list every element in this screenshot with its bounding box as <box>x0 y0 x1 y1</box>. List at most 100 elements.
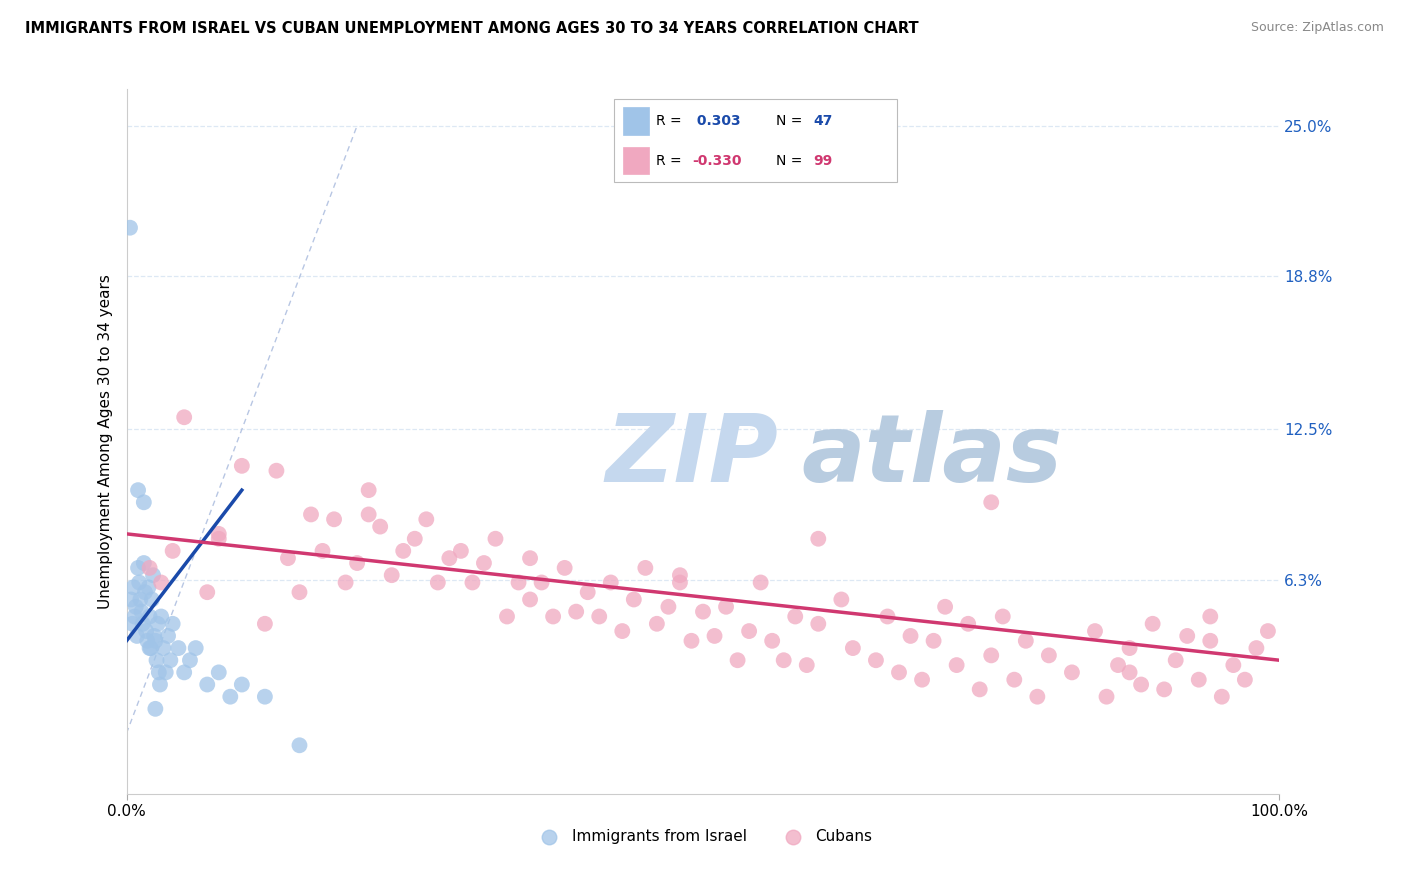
Point <box>136 633 159 648</box>
Point <box>1118 641 1140 656</box>
Point <box>208 532 231 546</box>
Point <box>472 556 495 570</box>
Point <box>830 592 852 607</box>
Text: R =: R = <box>657 153 686 168</box>
Point <box>142 568 165 582</box>
Y-axis label: Unemployment Among Ages 30 to 34 years: Unemployment Among Ages 30 to 34 years <box>97 274 112 609</box>
Point <box>439 551 461 566</box>
Point <box>1199 633 1222 648</box>
Point <box>1164 653 1187 667</box>
Point <box>484 532 506 546</box>
Point <box>738 624 761 638</box>
Point <box>132 495 155 509</box>
Point <box>277 551 299 566</box>
Point <box>1222 658 1244 673</box>
Point <box>887 665 910 680</box>
Point <box>118 220 141 235</box>
Point <box>195 677 218 691</box>
Point <box>131 605 153 619</box>
Point <box>714 599 737 614</box>
Point <box>1142 616 1164 631</box>
Text: -0.330: -0.330 <box>692 153 742 168</box>
Point <box>1060 665 1083 680</box>
Point <box>173 665 195 680</box>
Text: Source: ZipAtlas.com: Source: ZipAtlas.com <box>1250 21 1384 35</box>
Point <box>157 629 180 643</box>
Point <box>681 633 703 648</box>
Point <box>346 556 368 570</box>
Point <box>127 483 149 497</box>
Point <box>1246 641 1268 656</box>
Point <box>150 575 173 590</box>
Point <box>1002 673 1025 687</box>
Text: IMMIGRANTS FROM ISRAEL VS CUBAN UNEMPLOYMENT AMONG AGES 30 TO 34 YEARS CORRELATI: IMMIGRANTS FROM ISRAEL VS CUBAN UNEMPLOY… <box>25 21 920 37</box>
Point <box>162 544 184 558</box>
Point <box>576 585 599 599</box>
Point <box>669 575 692 590</box>
Point <box>541 609 564 624</box>
Point <box>155 665 177 680</box>
Legend: Immigrants from Israel, Cubans: Immigrants from Israel, Cubans <box>527 822 879 850</box>
Point <box>727 653 749 667</box>
Point <box>127 561 149 575</box>
Point <box>231 458 253 473</box>
Point <box>496 609 519 624</box>
Point <box>1095 690 1118 704</box>
Point <box>167 641 190 656</box>
Point <box>138 609 160 624</box>
FancyBboxPatch shape <box>623 107 650 135</box>
Point <box>1175 629 1198 643</box>
Point <box>1130 677 1153 691</box>
Point <box>125 629 148 643</box>
Point <box>138 580 160 594</box>
Text: 47: 47 <box>813 114 832 128</box>
Point <box>120 592 142 607</box>
Point <box>219 690 242 704</box>
FancyBboxPatch shape <box>623 147 650 175</box>
Point <box>508 575 530 590</box>
Point <box>980 648 1002 663</box>
Point <box>426 575 449 590</box>
Point <box>876 609 898 624</box>
Point <box>519 592 541 607</box>
Point <box>135 624 157 638</box>
Point <box>554 561 576 575</box>
Point <box>138 641 160 656</box>
Point <box>703 629 725 643</box>
Point <box>761 633 783 648</box>
Point <box>588 609 610 624</box>
Point <box>623 592 645 607</box>
Point <box>1026 690 1049 704</box>
Point <box>1107 658 1129 673</box>
Point <box>141 592 163 607</box>
Point <box>145 702 166 716</box>
Point <box>208 527 231 541</box>
Point <box>125 599 148 614</box>
Point <box>143 629 166 643</box>
Point <box>530 575 553 590</box>
Point <box>1038 648 1060 663</box>
Point <box>565 605 588 619</box>
Point <box>785 609 807 624</box>
Point <box>1118 665 1140 680</box>
Text: ZIP: ZIP <box>605 409 778 501</box>
Point <box>145 653 167 667</box>
Point <box>911 673 934 687</box>
Point <box>634 561 657 575</box>
Point <box>404 532 426 546</box>
Point <box>288 739 311 753</box>
Point <box>692 605 714 619</box>
Text: R =: R = <box>657 114 686 128</box>
FancyBboxPatch shape <box>614 99 897 182</box>
Point <box>253 616 276 631</box>
Point <box>1084 624 1107 638</box>
Point <box>934 599 956 614</box>
Text: atlas: atlas <box>801 409 1063 501</box>
Point <box>288 585 311 599</box>
Point <box>150 609 173 624</box>
Point <box>134 585 156 599</box>
Point <box>461 575 484 590</box>
Point <box>749 575 772 590</box>
Point <box>146 616 169 631</box>
Point <box>131 616 153 631</box>
